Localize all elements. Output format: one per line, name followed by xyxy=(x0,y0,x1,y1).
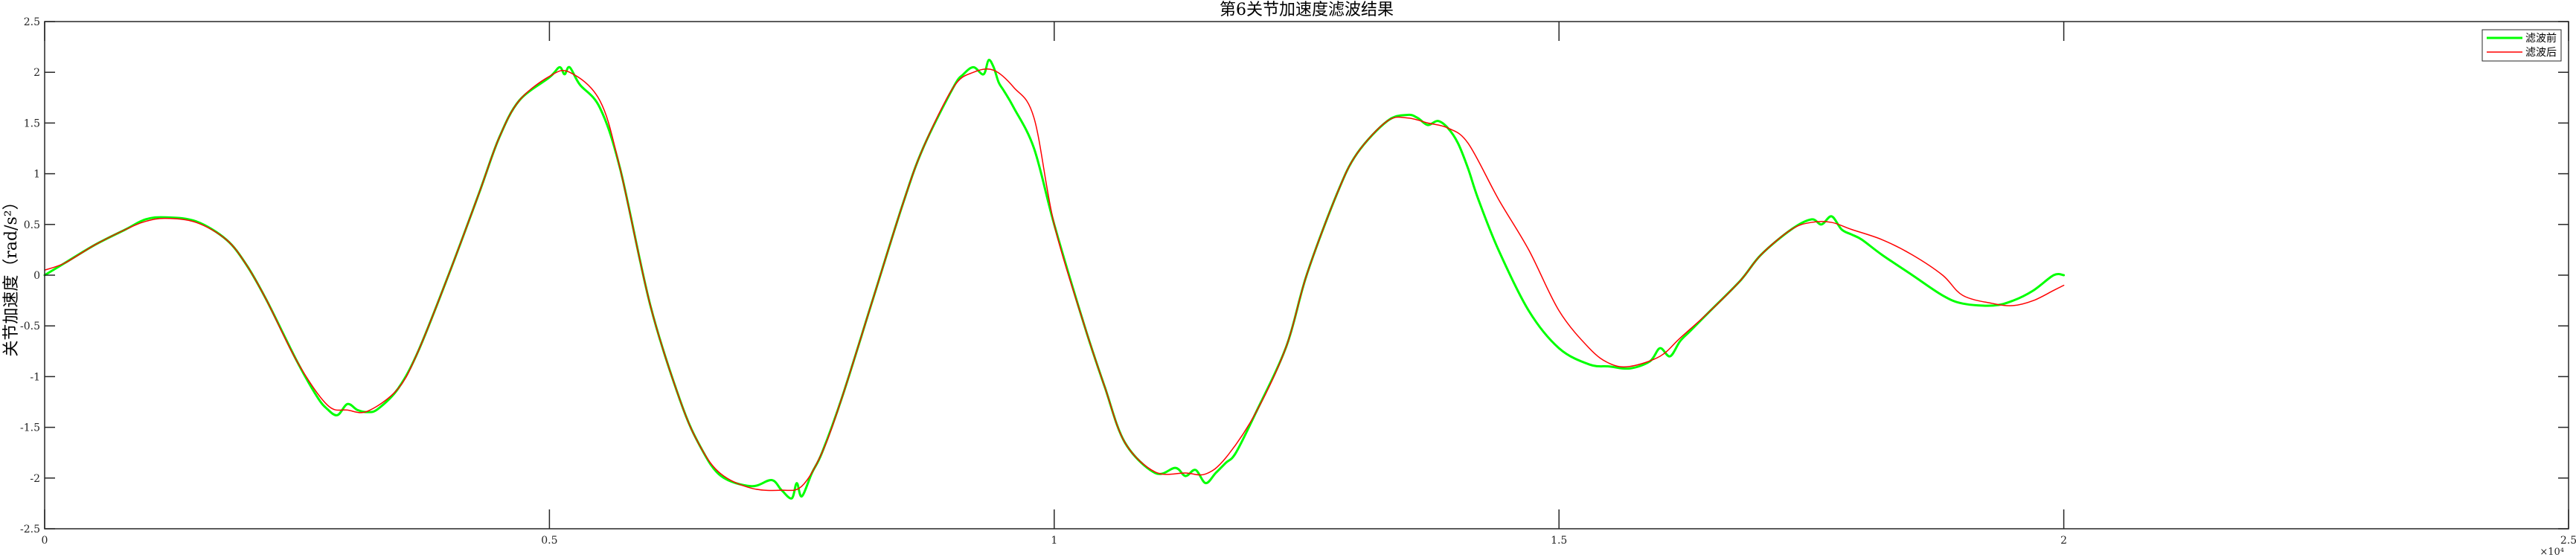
y-tick-label: 2 xyxy=(33,67,40,79)
legend-label-before: 滤波前 xyxy=(2525,32,2557,45)
x-tick-label: 2 xyxy=(2060,535,2067,547)
x-exponent-label: ×10⁴ xyxy=(2540,547,2564,557)
x-tick-label: 0 xyxy=(42,535,48,547)
y-tick-label: 0 xyxy=(33,270,40,282)
y-tick-label: -1.5 xyxy=(20,422,40,434)
x-tick-label: 1 xyxy=(1051,535,1057,547)
y-tick-label: -2.5 xyxy=(20,524,40,535)
y-tick-label: 1 xyxy=(33,169,40,181)
x-tick-label: 2.5 xyxy=(2560,535,2576,547)
y-tick-label: 0.5 xyxy=(24,219,40,231)
y-tick-label: -0.5 xyxy=(20,321,40,332)
y-tick-label: -2 xyxy=(30,473,40,485)
x-tick-label: 0.5 xyxy=(541,535,557,547)
x-tick-label: 1.5 xyxy=(1551,535,1567,547)
legend-label-after: 滤波后 xyxy=(2525,47,2557,59)
y-axis-label: 关节加速度（rad/s²） xyxy=(2,193,21,356)
series-line-after-filter xyxy=(44,68,2065,492)
y-tick-label: 2.5 xyxy=(24,16,40,28)
ticks-layer: 0 0.5 1 1.5 2 2.5 -2.5 -2 -1.5 -1 -0.5 0 0.5 1 1.5 2 2.5 xyxy=(20,16,2576,547)
legend-box xyxy=(2482,29,2562,62)
legend: 滤波前 滤波后 xyxy=(2482,29,2562,62)
chart-title: 第6关节加速度滤波结果 xyxy=(1220,1,1394,19)
series-layer xyxy=(43,59,2066,500)
y-tick-label: -1 xyxy=(30,371,40,383)
y-tick-label: 1.5 xyxy=(24,118,40,129)
